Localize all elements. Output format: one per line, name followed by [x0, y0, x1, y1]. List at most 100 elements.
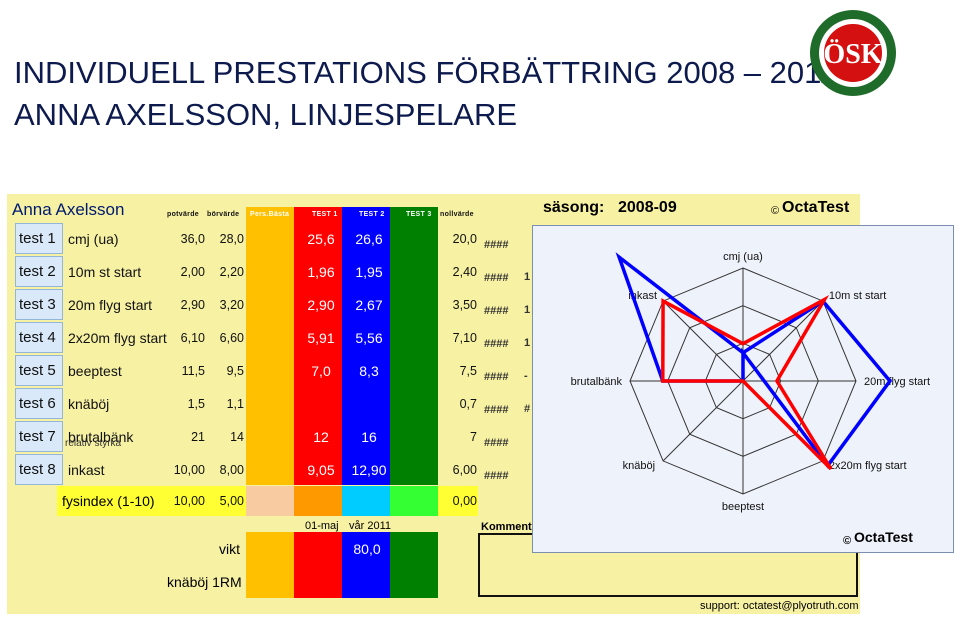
row-test-id: test 4	[15, 322, 63, 353]
row-extra-mark: #	[524, 403, 531, 415]
row-test-name: cmj (ua)	[68, 231, 119, 247]
row-test-name: 2x20m flyg start	[68, 330, 167, 346]
row-borvarde: 14	[230, 430, 244, 444]
row-test-name: 20m flyg start	[68, 297, 153, 313]
chart-watermark: OctaTest	[854, 529, 913, 545]
axis-label: beeptest	[722, 501, 764, 513]
comment-label: Komment	[481, 521, 532, 533]
row-borvarde: 2,20	[219, 265, 244, 279]
row-potvarde: 36,0	[180, 232, 205, 246]
fysindex-noll-cell	[438, 486, 478, 516]
row-borvarde: 9,5	[226, 364, 244, 378]
fysindex-bor: 5,00	[219, 494, 244, 508]
row-test1-value: 25,6	[307, 231, 335, 247]
row-test1-value: 5,91	[307, 330, 335, 346]
row-nollvarde: 7,10	[452, 331, 477, 345]
fysindex-test2-cell	[342, 486, 390, 516]
row-hash-marks: ####	[484, 437, 509, 449]
row-nollvarde: 0,7	[459, 397, 477, 411]
row-test2-value: 16	[361, 429, 377, 445]
axis-label: 20m flyg start	[864, 376, 930, 388]
fysindex-label: fysindex (1-10)	[62, 493, 155, 509]
season-value: 2008-09	[618, 199, 677, 216]
knaboj-1rm-label: knäböj 1RM	[167, 574, 242, 590]
row-nollvarde: 7,5	[459, 364, 477, 378]
logo-disc	[824, 24, 882, 82]
radar-series	[615, 252, 893, 469]
axis-label: cmj (ua)	[723, 251, 763, 263]
club-logo: ÖSK	[810, 10, 896, 96]
axis-label: brutalbänk	[571, 376, 623, 388]
lower-test2-col	[342, 532, 390, 598]
row-test2-value: 26,6	[355, 231, 383, 247]
row-borvarde: 28,0	[219, 232, 244, 246]
fysindex-row	[57, 486, 246, 516]
slide-title-line-2: ANNA AXELSSON, LINJESPELARE	[14, 97, 518, 132]
lower-test3-col	[390, 532, 438, 598]
row-test-id: test 1	[15, 223, 63, 254]
fysindex-pot: 10,00	[173, 494, 205, 508]
row-extra-mark: -	[524, 370, 528, 382]
axis-label: 10m st start	[829, 290, 886, 302]
row-test1-value: 7,0	[311, 363, 331, 379]
row-hash-marks: ####	[484, 470, 509, 482]
row-test2-value: 8,3	[359, 363, 379, 379]
fysindex-pers-cell	[246, 486, 294, 516]
row-potvarde: 2,00	[180, 265, 205, 279]
player-name: Anna Axelsson	[12, 200, 125, 219]
row-extra-mark: 1	[524, 337, 531, 349]
row-hash-marks: ####	[484, 338, 509, 350]
header-borvarde: börvärde	[207, 211, 240, 218]
header-pers-basta: Pers.Bästa	[250, 211, 290, 218]
row-nollvarde: 20,0	[452, 232, 477, 246]
lower-test1-col	[294, 532, 342, 598]
row-potvarde: 11,5	[181, 364, 205, 378]
row-potvarde: 10,00	[173, 463, 205, 477]
row-borvarde: 3,20	[219, 298, 244, 312]
season-label: säsong:	[543, 199, 605, 216]
vikt-value: 80,0	[353, 541, 381, 557]
row-test-name: beeptest	[68, 363, 122, 379]
header-potvarde: potvärde	[167, 211, 199, 218]
row-hash-marks: ####	[484, 272, 509, 284]
row-test2-value: 12,90	[351, 462, 387, 478]
row-borvarde: 8,00	[219, 463, 244, 477]
row-borvarde: 1,1	[226, 397, 244, 411]
row-hash-marks: ####	[484, 239, 509, 251]
fysindex-test1-cell	[294, 486, 342, 516]
row-extra-mark: 1	[524, 271, 531, 283]
row-extra-mark: 1	[524, 304, 531, 316]
row-potvarde: 1,5	[187, 397, 205, 411]
grid-spoke	[662, 380, 744, 462]
row-nollvarde: 7	[470, 430, 477, 444]
col-test1	[294, 207, 342, 485]
axis-label: knäböj	[623, 460, 655, 472]
row-hash-marks: ####	[484, 371, 509, 383]
grid-spoke	[662, 300, 744, 382]
lower-pers-col	[246, 532, 294, 598]
row-test-name: inkast	[68, 462, 105, 478]
row-test2-value: 1,95	[355, 264, 383, 280]
header-test2: TEST 2	[359, 211, 385, 218]
support-email: support: octatest@plyotruth.com	[700, 600, 859, 612]
radar-chart-panel: cmj (ua) 10m st start 20m flyg start 2x20m …	[532, 225, 954, 553]
row-test-id: test 3	[15, 289, 63, 320]
row-test2-value: 5,56	[355, 330, 383, 346]
row-test-name: 10m st start	[68, 264, 142, 280]
date-period: vår 2011	[349, 520, 391, 532]
row-test-name: knäböj	[68, 396, 110, 412]
row-test1-value: 2,90	[307, 297, 335, 313]
row-test2-value: 2,67	[355, 297, 383, 313]
radar-chart: cmj (ua) 10m st start 20m flyg start 2x20m …	[571, 251, 930, 513]
row-potvarde: 21	[191, 430, 205, 444]
row-nollvarde: 3,50	[452, 298, 477, 312]
header-test1: TEST 1	[312, 211, 338, 218]
row-test-name: brutalbänk	[68, 429, 134, 445]
col-test2	[342, 207, 390, 485]
row-test1-value: 1,96	[307, 264, 335, 280]
row-nollvarde: 6,00	[452, 463, 477, 477]
col-test3	[390, 207, 438, 485]
row-potvarde: 2,90	[180, 298, 205, 312]
header-nollvarde: nollvärde	[440, 211, 474, 218]
row-borvarde: 6,60	[219, 331, 244, 345]
